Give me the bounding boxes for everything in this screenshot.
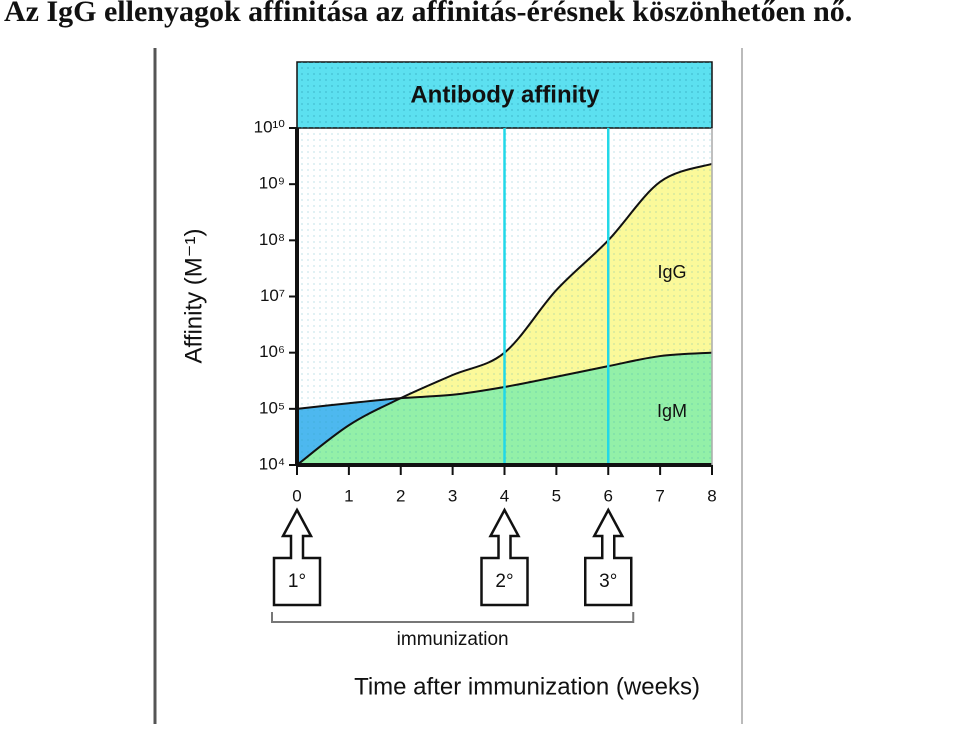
y-tick-label: 10⁴: [259, 454, 285, 473]
immunization-arrow: [272, 507, 322, 607]
x-tick-label: 7: [655, 486, 664, 505]
x-tick-label: 4: [500, 486, 509, 505]
x-tick-label: 2: [396, 486, 405, 505]
y-tick-label: 10⁹: [259, 174, 285, 193]
x-tick-label: 0: [292, 486, 301, 505]
immunization-label: 2°: [495, 571, 513, 592]
y-tick-label: 10⁵: [259, 398, 285, 417]
immunization-arrow: [480, 507, 529, 607]
y-tick-label: 10⁶: [259, 342, 285, 361]
immunization-label: 1°: [288, 571, 306, 592]
chart-title: Antibody affinity: [410, 81, 600, 108]
x-tick-label: 3: [448, 486, 457, 505]
y-axis-label: Affinity (M⁻¹): [180, 229, 207, 364]
bracket: [271, 612, 635, 623]
immunization-label: 3°: [599, 571, 617, 592]
y-tick-label: 10¹⁰: [254, 117, 286, 136]
title-band-texture: [297, 62, 712, 128]
y-tick-label: 10⁸: [259, 230, 285, 249]
y-tick-label: 10⁷: [260, 286, 285, 305]
x-tick-label: 6: [604, 486, 613, 505]
immunization-arrow: [584, 507, 633, 607]
x-tick-label: 8: [707, 486, 716, 505]
legend-label: IgG: [657, 262, 686, 282]
legend-label: IgM: [657, 401, 687, 421]
x-tick-label: 5: [552, 486, 561, 505]
line: [296, 162, 713, 466]
x-tick-label: 1: [344, 486, 353, 505]
x-axis-label: Time after immunization (weeks): [354, 673, 700, 700]
page-title: Az IgG ellenyagok affinitása az affinitá…: [4, 0, 852, 28]
bracket-label: immunization: [397, 629, 509, 650]
